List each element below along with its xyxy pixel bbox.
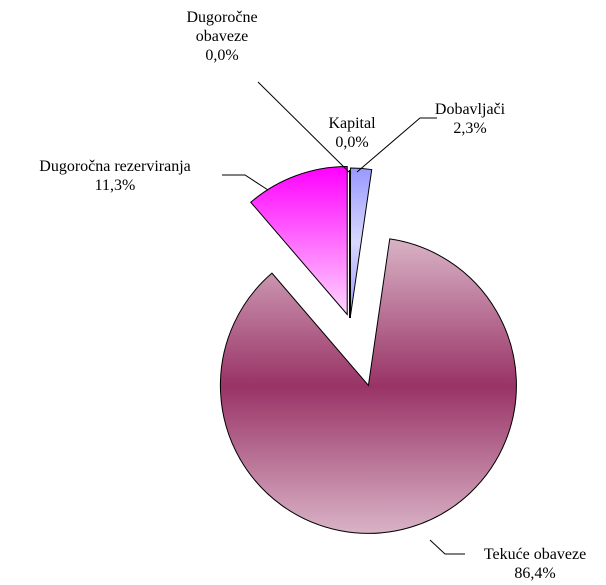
pie-slice [219, 238, 517, 534]
slice-label: Tekuće obaveze 86,4% [455, 545, 606, 583]
slice-label: Dugoročna rezerviranja 11,3% [5, 157, 225, 195]
slice-label: Dugoročne obaveze 0,0% [172, 8, 272, 65]
category-name: Dugoročne obaveze [186, 9, 258, 45]
leader-line [356, 117, 437, 173]
slice-label: Dobavljači 2,3% [425, 100, 515, 138]
leader-line [429, 539, 465, 555]
value-label: 86,4% [514, 565, 556, 582]
pie-slice [349, 167, 373, 317]
value-label: 2,3% [453, 120, 487, 137]
category-name: Tekuće obaveze [483, 546, 587, 563]
leader-line [222, 174, 269, 191]
value-label: 0,0% [335, 134, 369, 151]
value-label: 0,0% [205, 47, 239, 64]
category-name: Kapital [328, 115, 376, 132]
leader-line [257, 81, 352, 175]
category-name: Dugoročna rezerviranja [39, 158, 191, 175]
category-name: Dobavljači [434, 101, 506, 118]
pie-slice [250, 165, 348, 316]
slice-label: Kapital 0,0% [322, 114, 382, 152]
value-label: 11,3% [94, 177, 136, 194]
